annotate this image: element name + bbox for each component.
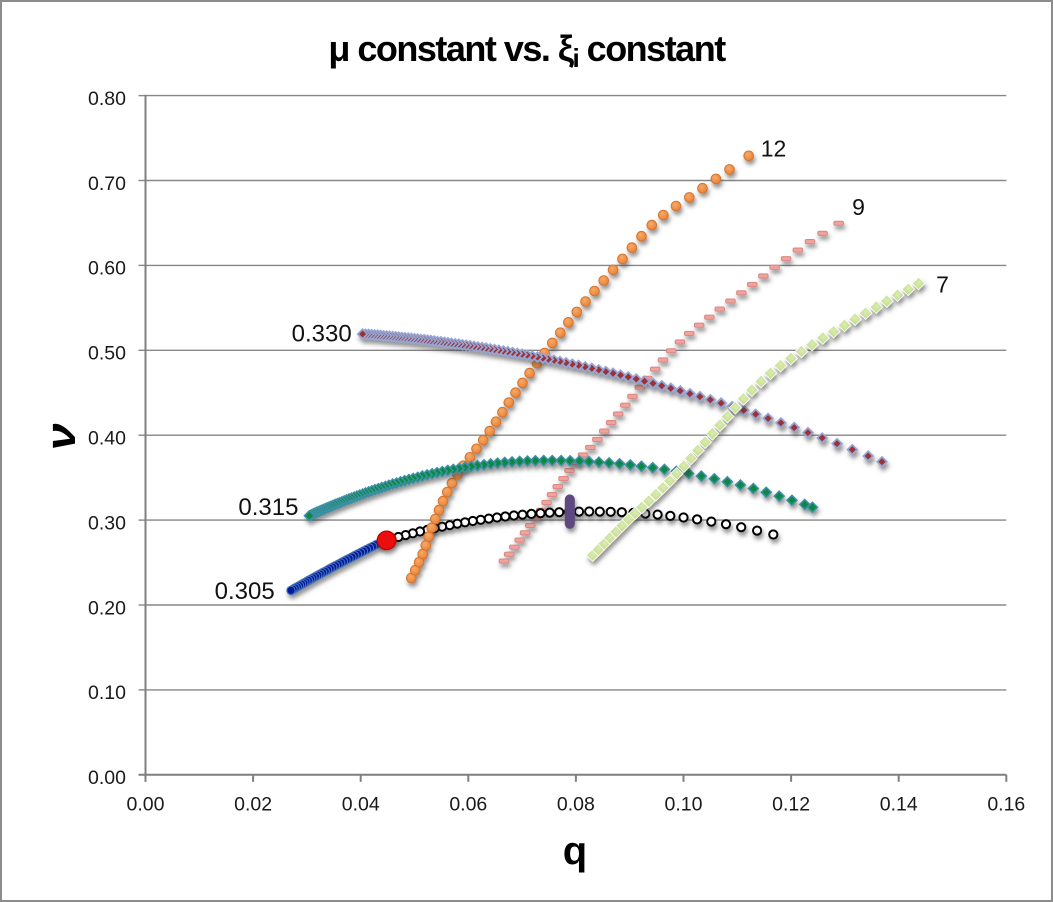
svg-text:q: q (563, 829, 587, 873)
svg-text:0.10: 0.10 (665, 793, 703, 815)
svg-text:0.00: 0.00 (127, 793, 165, 815)
svg-text:0.12: 0.12 (772, 793, 810, 815)
svg-text:0.02: 0.02 (234, 793, 272, 815)
svg-text:0.70: 0.70 (88, 173, 126, 195)
svg-text:0.20: 0.20 (88, 597, 126, 619)
svg-text:0.80: 0.80 (88, 88, 126, 110)
svg-text:0.14: 0.14 (880, 793, 918, 815)
svg-text:9: 9 (852, 194, 865, 220)
svg-text:0.10: 0.10 (88, 682, 126, 704)
svg-text:0.60: 0.60 (88, 258, 126, 280)
svg-text:0.16: 0.16 (987, 793, 1025, 815)
svg-text:μ constant vs. ξi constant: μ constant vs. ξi constant (328, 28, 726, 73)
svg-text:0.04: 0.04 (342, 793, 380, 815)
svg-text:0.305: 0.305 (215, 578, 275, 605)
svg-text:0.330: 0.330 (292, 321, 352, 348)
svg-text:0.08: 0.08 (557, 793, 595, 815)
svg-text:0.00: 0.00 (88, 767, 126, 789)
svg-text:ν: ν (37, 423, 84, 450)
svg-text:12: 12 (761, 136, 787, 162)
svg-text:0.06: 0.06 (449, 793, 487, 815)
svg-text:0.40: 0.40 (88, 428, 126, 450)
svg-text:7: 7 (936, 271, 949, 297)
svg-text:0.50: 0.50 (88, 343, 126, 365)
svg-text:0.30: 0.30 (88, 512, 126, 534)
svg-text:0.315: 0.315 (238, 494, 298, 521)
